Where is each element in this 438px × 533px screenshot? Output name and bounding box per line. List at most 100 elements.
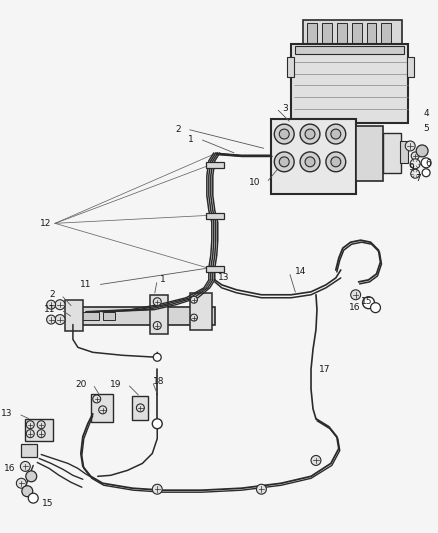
Bar <box>271 119 356 193</box>
Bar <box>381 23 392 45</box>
Circle shape <box>191 296 198 303</box>
Circle shape <box>152 484 162 494</box>
Bar <box>102 312 115 320</box>
Circle shape <box>257 484 266 494</box>
Text: 3: 3 <box>282 104 288 113</box>
Circle shape <box>55 314 65 325</box>
Bar <box>150 295 168 334</box>
Circle shape <box>274 124 294 144</box>
Bar <box>356 126 383 181</box>
Bar <box>337 23 347 45</box>
Circle shape <box>46 315 56 324</box>
Circle shape <box>16 478 26 488</box>
Circle shape <box>152 419 162 429</box>
Bar <box>206 213 224 220</box>
Text: 2: 2 <box>49 290 55 299</box>
Circle shape <box>416 145 428 157</box>
Bar <box>383 133 401 173</box>
Circle shape <box>331 157 341 167</box>
Text: 1: 1 <box>160 276 166 285</box>
Text: 14: 14 <box>295 268 307 277</box>
Circle shape <box>26 430 34 438</box>
Text: 20: 20 <box>75 379 87 389</box>
Bar <box>77 312 99 320</box>
Circle shape <box>26 421 34 429</box>
Circle shape <box>421 158 431 168</box>
Text: 16: 16 <box>349 303 360 312</box>
Text: 2: 2 <box>176 125 181 134</box>
Circle shape <box>305 157 315 167</box>
Text: 4: 4 <box>423 109 429 118</box>
Text: 17: 17 <box>319 365 330 374</box>
Circle shape <box>410 159 420 169</box>
Bar <box>295 46 404 54</box>
Bar <box>91 394 113 422</box>
Bar <box>367 23 377 45</box>
Text: 7: 7 <box>415 174 421 183</box>
Bar <box>71 306 215 325</box>
Bar <box>322 23 332 45</box>
Text: 1: 1 <box>188 134 194 143</box>
Text: 6: 6 <box>425 159 431 168</box>
Circle shape <box>300 152 320 172</box>
Bar <box>206 162 224 168</box>
Circle shape <box>99 406 106 414</box>
Text: 16: 16 <box>4 464 15 473</box>
Bar <box>400 141 408 163</box>
Circle shape <box>37 421 45 429</box>
Bar <box>132 396 148 420</box>
Circle shape <box>422 169 430 177</box>
Circle shape <box>153 353 161 361</box>
Circle shape <box>300 124 320 144</box>
Text: 13: 13 <box>218 273 229 282</box>
Text: 19: 19 <box>110 379 121 389</box>
Bar <box>25 419 53 441</box>
Circle shape <box>305 129 315 139</box>
Circle shape <box>311 456 321 465</box>
Text: 9: 9 <box>408 163 414 172</box>
Text: 15: 15 <box>360 297 372 306</box>
Circle shape <box>22 486 33 497</box>
Circle shape <box>411 169 420 178</box>
Bar <box>21 443 37 457</box>
Bar <box>352 23 362 45</box>
Circle shape <box>153 298 161 306</box>
Bar <box>291 44 408 123</box>
Bar <box>407 56 414 77</box>
Text: 11: 11 <box>43 305 55 314</box>
Circle shape <box>279 129 289 139</box>
Circle shape <box>37 430 45 438</box>
Circle shape <box>55 300 65 310</box>
Bar <box>65 300 83 332</box>
Bar <box>206 266 224 272</box>
Text: 10: 10 <box>249 178 261 187</box>
Circle shape <box>351 290 360 300</box>
Text: 11: 11 <box>80 280 92 289</box>
Bar <box>303 20 402 48</box>
Text: 5: 5 <box>423 124 429 133</box>
Circle shape <box>136 404 145 412</box>
Circle shape <box>46 300 56 309</box>
Circle shape <box>363 297 374 309</box>
Bar <box>307 23 317 45</box>
Circle shape <box>153 321 161 329</box>
Circle shape <box>26 471 37 482</box>
Circle shape <box>411 152 419 160</box>
Text: 13: 13 <box>1 409 12 418</box>
Text: 18: 18 <box>152 377 164 385</box>
Circle shape <box>20 462 30 471</box>
Text: 15: 15 <box>42 498 54 507</box>
Circle shape <box>93 395 101 403</box>
Circle shape <box>405 141 415 151</box>
Circle shape <box>279 157 289 167</box>
Circle shape <box>28 493 38 503</box>
Circle shape <box>371 303 381 313</box>
Circle shape <box>331 129 341 139</box>
Bar <box>287 56 294 77</box>
Circle shape <box>191 314 198 321</box>
Bar <box>190 293 212 330</box>
Circle shape <box>326 152 346 172</box>
Text: 12: 12 <box>40 219 51 228</box>
Circle shape <box>274 152 294 172</box>
Circle shape <box>326 124 346 144</box>
